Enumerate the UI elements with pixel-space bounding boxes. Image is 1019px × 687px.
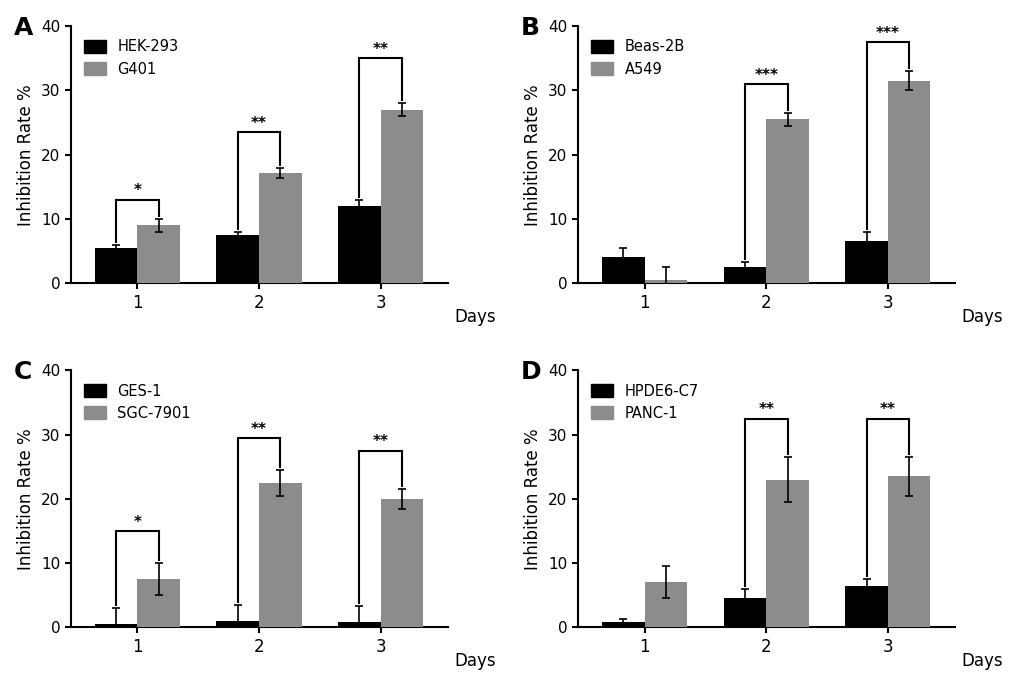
Bar — [845, 585, 887, 627]
Legend: HEK-293, G401: HEK-293, G401 — [77, 34, 184, 82]
Bar — [845, 241, 887, 283]
Text: Days: Days — [454, 653, 495, 671]
Y-axis label: Inhibition Rate %: Inhibition Rate % — [17, 428, 36, 570]
Legend: Beas-2B, A549: Beas-2B, A549 — [585, 34, 690, 82]
Text: **: ** — [251, 422, 267, 437]
Bar — [138, 225, 179, 283]
Y-axis label: Inhibition Rate %: Inhibition Rate % — [524, 84, 542, 225]
Bar — [723, 598, 765, 627]
Text: **: ** — [757, 403, 773, 418]
Bar — [216, 621, 259, 627]
Bar — [601, 622, 644, 627]
Text: **: ** — [879, 403, 895, 418]
Bar — [95, 248, 138, 283]
Bar — [644, 583, 687, 627]
Bar — [337, 622, 380, 627]
Legend: GES-1, SGC-7901: GES-1, SGC-7901 — [77, 378, 197, 427]
Bar — [380, 499, 423, 627]
Text: Days: Days — [961, 308, 1003, 326]
Text: **: ** — [372, 42, 388, 57]
Text: B: B — [521, 16, 540, 40]
Text: ***: *** — [875, 26, 899, 41]
Bar — [887, 476, 929, 627]
Text: *: * — [133, 183, 142, 199]
Text: **: ** — [251, 116, 267, 131]
Bar — [601, 258, 644, 283]
Text: Days: Days — [961, 653, 1003, 671]
Bar — [259, 172, 302, 283]
Text: Days: Days — [454, 308, 495, 326]
Bar — [95, 624, 138, 627]
Bar — [723, 267, 765, 283]
Bar — [380, 110, 423, 283]
Bar — [765, 120, 808, 283]
Bar — [644, 280, 687, 283]
Text: A: A — [14, 16, 34, 40]
Text: **: ** — [372, 434, 388, 449]
Text: ***: *** — [753, 68, 777, 83]
Y-axis label: Inhibition Rate %: Inhibition Rate % — [524, 428, 542, 570]
Bar — [887, 81, 929, 283]
Text: *: * — [133, 515, 142, 530]
Text: C: C — [14, 360, 33, 384]
Legend: HPDE6-C7, PANC-1: HPDE6-C7, PANC-1 — [585, 378, 704, 427]
Bar — [765, 480, 808, 627]
Bar — [337, 206, 380, 283]
Text: D: D — [521, 360, 541, 384]
Y-axis label: Inhibition Rate %: Inhibition Rate % — [17, 84, 36, 225]
Bar — [216, 235, 259, 283]
Bar — [138, 579, 179, 627]
Bar — [259, 483, 302, 627]
